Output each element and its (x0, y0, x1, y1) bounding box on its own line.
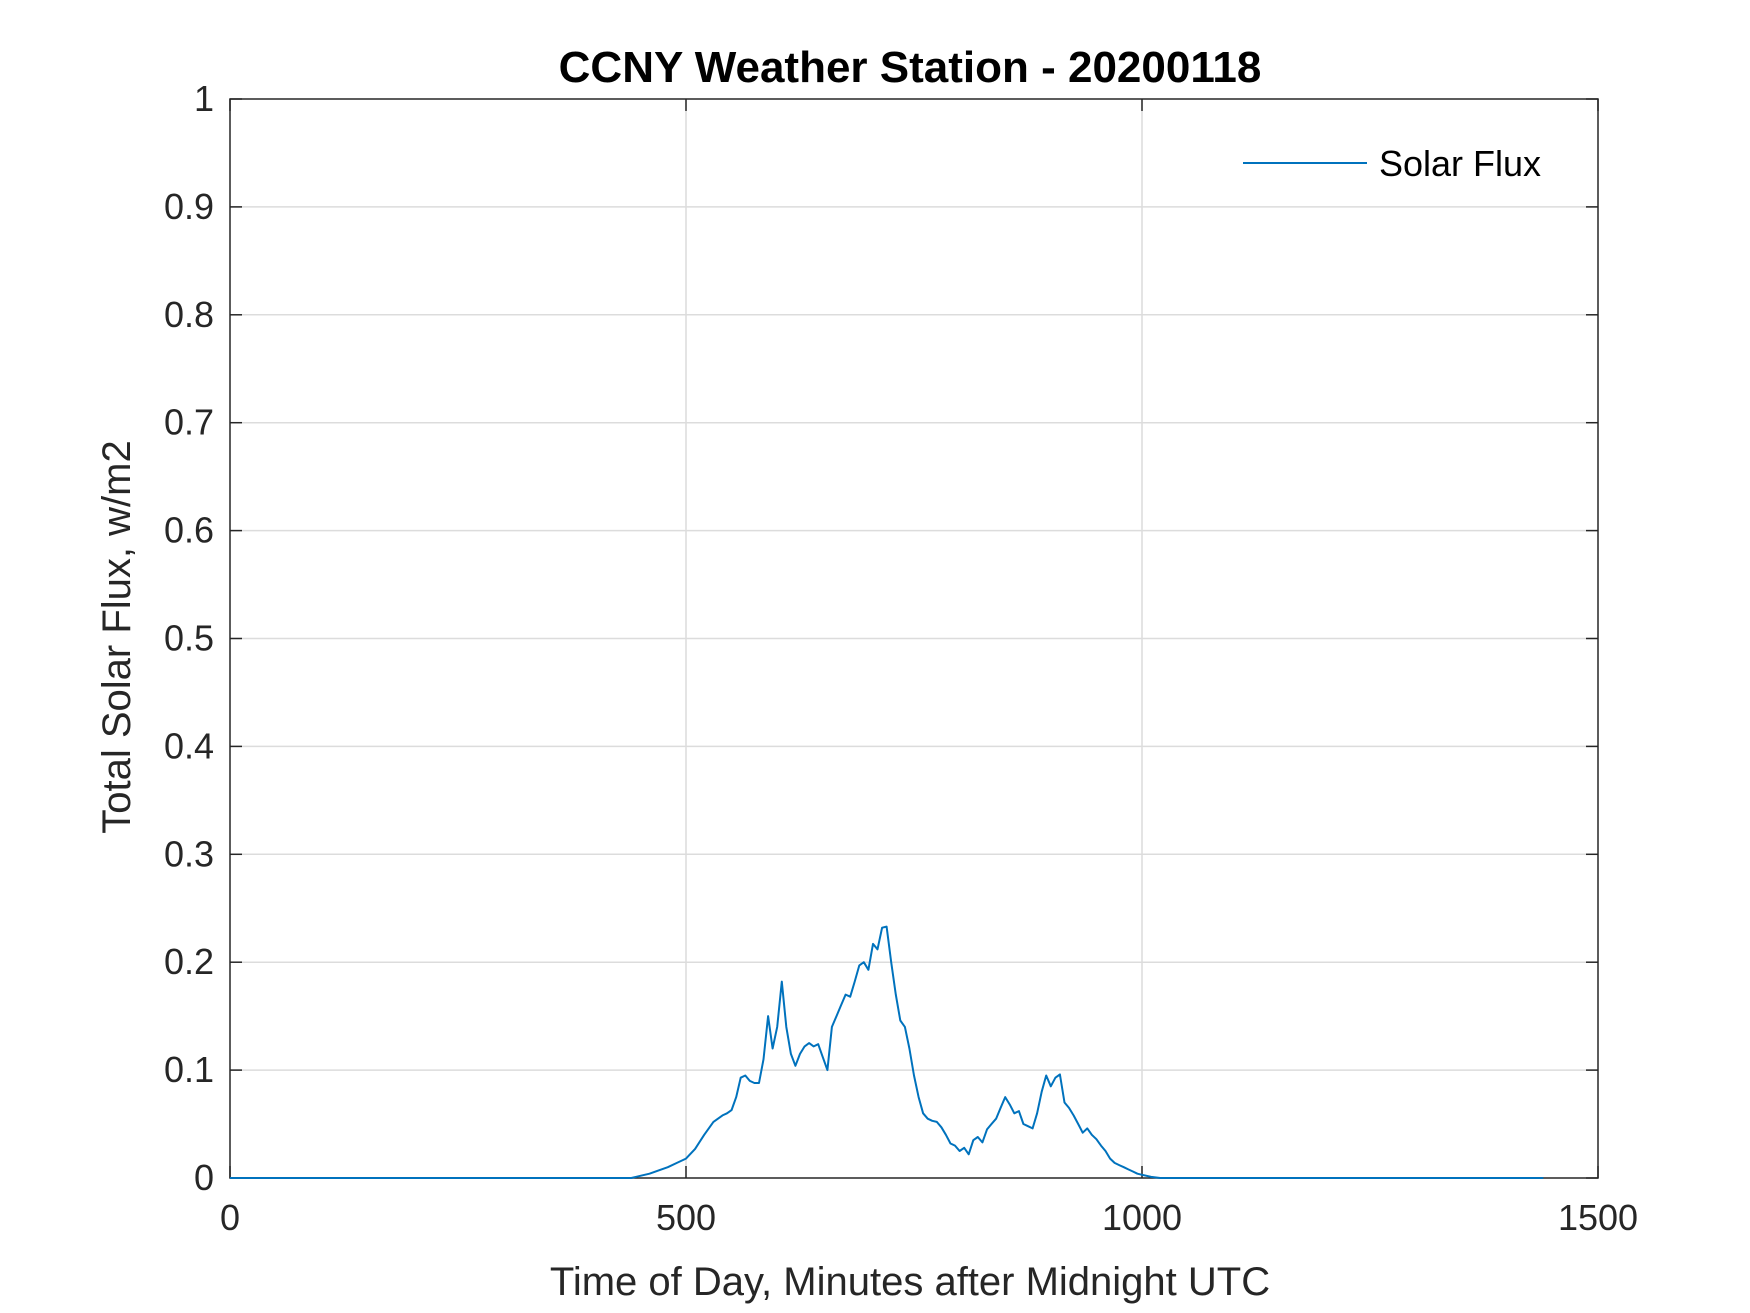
y-tick-label-5: 0.5 (164, 618, 214, 659)
x-tick-label-0: 0 (220, 1197, 240, 1238)
y-tick-label-9: 0.9 (164, 186, 214, 227)
grid-lines (230, 99, 1598, 1178)
y-tick-label-10: 1 (194, 78, 214, 119)
legend-box (1228, 128, 1568, 206)
y-tick-label-3: 0.3 (164, 833, 214, 874)
x-tick-label-1: 500 (656, 1197, 716, 1238)
x-tick-label-2: 1000 (1102, 1197, 1182, 1238)
y-tick-label-4: 0.4 (164, 725, 214, 766)
y-axis-label: Total Solar Flux, w/m2 (95, 440, 139, 833)
y-tick-label-2: 0.2 (164, 941, 214, 982)
x-axis-label: Time of Day, Minutes after Midnight UTC (550, 1260, 1270, 1304)
y-tick-label-8: 0.8 (164, 294, 214, 335)
tick-labels: 0 0.1 0.2 0.3 0.4 0.5 0.6 0.7 0.8 0.9 1 0 500 1000 150… (164, 78, 1638, 1238)
y-tick-label-0: 0 (194, 1157, 214, 1198)
x-tick-label-3: 1500 (1558, 1197, 1638, 1238)
series-line-solar-flux (230, 925, 1544, 1179)
y-tick-label-7: 0.7 (164, 402, 214, 443)
chart-title: CCNY Weather Station - 20200118 (559, 43, 1262, 92)
y-tick-label-6: 0.6 (164, 510, 214, 551)
series-layer (230, 925, 1544, 1179)
legend-label-solar-flux: Solar Flux (1379, 143, 1541, 184)
legend: Solar Flux (1228, 128, 1568, 206)
y-tick-label-1: 0.1 (164, 1049, 214, 1090)
